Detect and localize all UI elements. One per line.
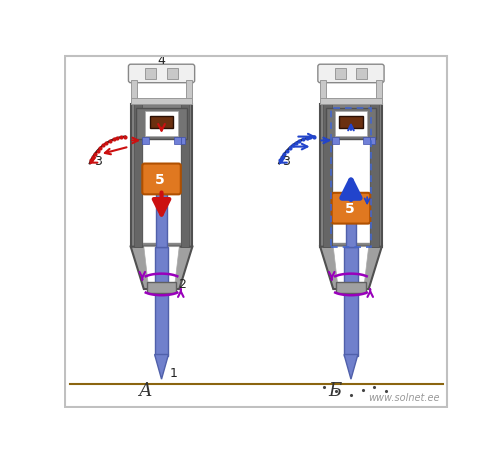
Bar: [335, 112, 367, 136]
Text: 4: 4: [157, 54, 165, 67]
Bar: [344, 247, 358, 356]
Bar: [370, 138, 375, 144]
Bar: [364, 138, 370, 144]
Bar: [146, 69, 156, 80]
Text: А: А: [138, 381, 152, 399]
Polygon shape: [144, 247, 180, 286]
Bar: [323, 105, 332, 247]
Bar: [147, 282, 176, 293]
Text: 1: 1: [169, 366, 177, 379]
Bar: [346, 222, 356, 247]
Polygon shape: [154, 355, 168, 379]
Bar: [142, 138, 149, 144]
Text: 3: 3: [94, 154, 102, 167]
Bar: [340, 117, 362, 129]
FancyBboxPatch shape: [142, 164, 181, 195]
Bar: [142, 109, 181, 243]
Polygon shape: [333, 247, 368, 286]
Bar: [332, 138, 338, 144]
Bar: [335, 69, 345, 80]
Bar: [136, 109, 187, 140]
Bar: [356, 69, 367, 80]
Text: Б: Б: [328, 381, 341, 399]
Polygon shape: [130, 247, 192, 290]
Bar: [320, 81, 326, 105]
Bar: [130, 81, 137, 105]
Text: 2: 2: [178, 277, 186, 290]
Bar: [336, 282, 366, 293]
Bar: [331, 109, 371, 247]
Bar: [376, 81, 382, 105]
Bar: [130, 99, 192, 105]
Bar: [181, 138, 186, 144]
Bar: [150, 117, 173, 129]
FancyBboxPatch shape: [318, 65, 384, 84]
Bar: [174, 138, 181, 144]
Bar: [154, 247, 168, 356]
Bar: [181, 105, 190, 247]
Bar: [146, 112, 178, 136]
Bar: [332, 109, 370, 243]
Polygon shape: [320, 247, 382, 290]
Bar: [186, 81, 192, 105]
Bar: [167, 69, 177, 80]
Text: 5: 5: [344, 202, 354, 216]
Bar: [134, 105, 142, 247]
Bar: [370, 105, 378, 247]
Bar: [320, 105, 382, 247]
Bar: [130, 105, 192, 247]
Text: 5: 5: [155, 173, 165, 186]
Bar: [326, 109, 376, 140]
Text: 3: 3: [282, 154, 290, 167]
FancyBboxPatch shape: [128, 65, 194, 84]
Polygon shape: [344, 355, 358, 379]
Bar: [156, 193, 167, 247]
Text: www.solnet.ee: www.solnet.ee: [368, 392, 440, 403]
Bar: [320, 99, 382, 105]
FancyBboxPatch shape: [332, 193, 370, 224]
